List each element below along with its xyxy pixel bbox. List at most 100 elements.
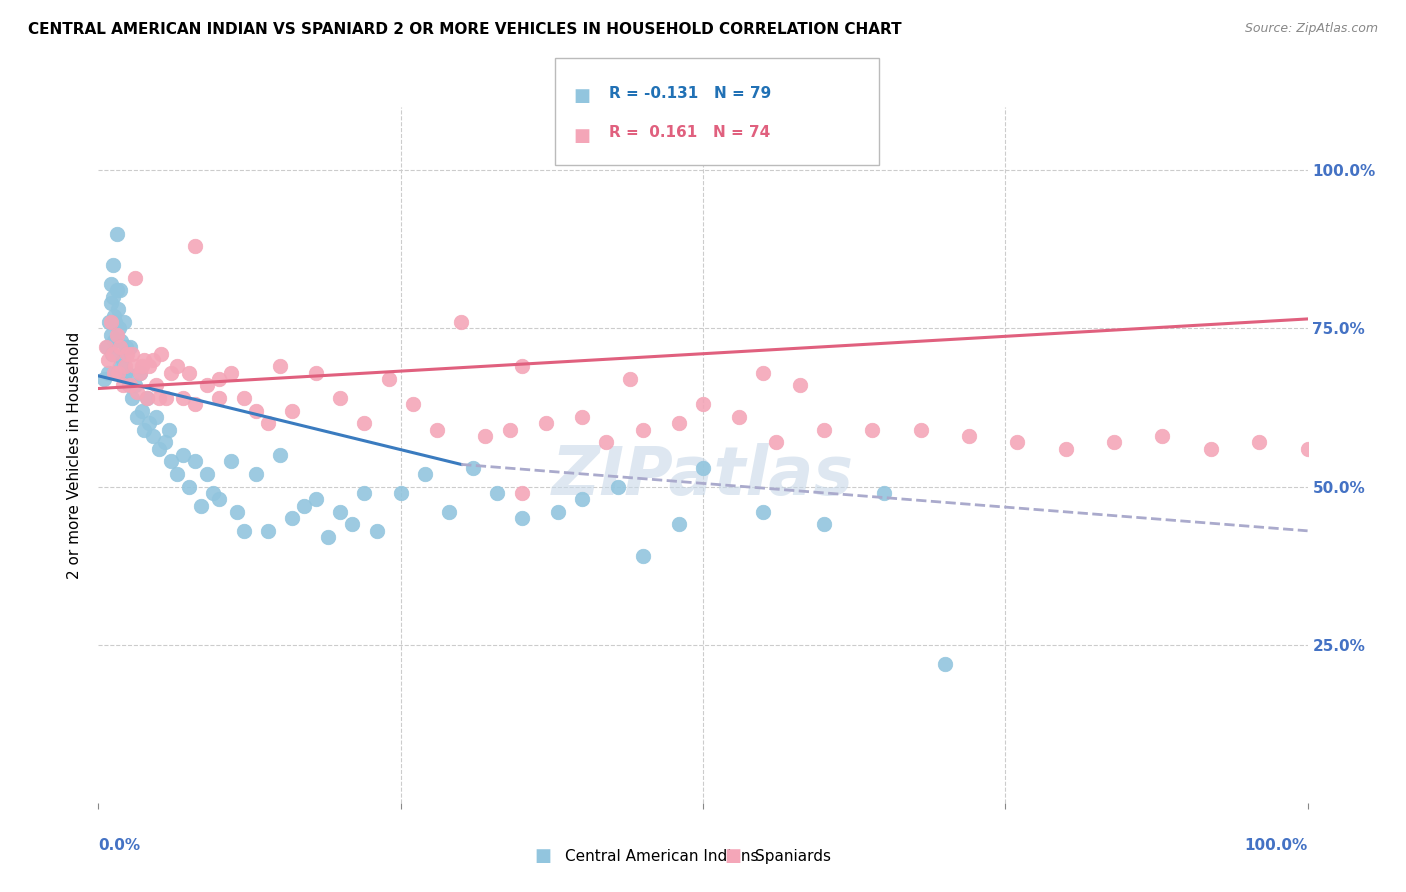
Point	[135, 391, 157, 405]
Point	[195, 378, 218, 392]
Point	[121, 347, 143, 361]
Text: Source: ZipAtlas.com: Source: ZipAtlas.com	[1244, 22, 1378, 36]
Point	[607, 479, 630, 493]
Point	[426, 423, 449, 437]
Point	[281, 511, 304, 525]
Point	[208, 372, 231, 386]
Point	[752, 366, 775, 380]
Point	[463, 460, 485, 475]
Point	[101, 258, 124, 272]
Point	[117, 366, 139, 380]
Point	[103, 309, 125, 323]
Point	[329, 505, 352, 519]
Point	[131, 359, 153, 374]
Point	[107, 366, 129, 380]
Point	[108, 321, 131, 335]
Point	[450, 315, 472, 329]
Point	[571, 492, 593, 507]
Point	[366, 524, 388, 538]
Point	[100, 347, 122, 361]
Point	[101, 290, 124, 304]
Point	[134, 353, 156, 368]
Point	[166, 467, 188, 481]
Point	[98, 315, 121, 329]
Point	[1296, 442, 1319, 456]
Point	[873, 486, 896, 500]
Point	[245, 467, 267, 481]
Point	[413, 467, 436, 481]
Point	[208, 492, 231, 507]
Point	[179, 479, 201, 493]
Text: R = -0.131   N = 79: R = -0.131 N = 79	[609, 86, 770, 101]
Point	[142, 353, 165, 368]
Point	[752, 505, 775, 519]
Point	[128, 366, 150, 380]
Point	[510, 511, 533, 525]
Point	[124, 378, 146, 392]
Text: ■: ■	[534, 847, 551, 865]
Point	[377, 372, 399, 386]
Point	[534, 417, 557, 431]
Point	[221, 454, 243, 468]
Point	[1249, 435, 1271, 450]
Point	[934, 657, 956, 671]
Point	[813, 423, 835, 437]
Point	[138, 417, 160, 431]
Point	[172, 448, 194, 462]
Point	[692, 397, 714, 411]
Point	[232, 391, 254, 405]
Point	[127, 384, 149, 399]
Point	[105, 227, 128, 241]
Point	[97, 366, 120, 380]
Point	[118, 378, 141, 392]
Point	[93, 372, 115, 386]
Point	[135, 391, 157, 405]
Point	[1102, 435, 1125, 450]
Point	[728, 409, 751, 424]
Point	[114, 366, 136, 380]
Point	[108, 340, 131, 354]
Point	[100, 327, 122, 342]
Point	[111, 378, 134, 392]
Point	[631, 549, 654, 563]
Point	[117, 347, 139, 361]
Text: Spaniards: Spaniards	[755, 849, 831, 863]
Point	[124, 359, 146, 374]
Point	[131, 403, 153, 417]
Point	[281, 403, 304, 417]
Point	[474, 429, 496, 443]
Point	[118, 340, 141, 354]
Point	[110, 334, 132, 348]
Point	[138, 359, 160, 374]
Point	[101, 347, 124, 361]
Point	[498, 423, 520, 437]
Point	[104, 315, 127, 329]
Point	[190, 499, 212, 513]
Point	[184, 239, 207, 253]
Point	[789, 378, 811, 392]
Point	[353, 417, 375, 431]
Point	[226, 505, 249, 519]
Point	[172, 391, 194, 405]
Point	[107, 302, 129, 317]
Point	[595, 435, 617, 450]
Point	[910, 423, 932, 437]
Point	[108, 359, 131, 374]
Point	[111, 353, 134, 368]
Point	[105, 284, 128, 298]
Point	[208, 391, 231, 405]
Point	[510, 486, 533, 500]
Point	[142, 429, 165, 443]
Point	[103, 366, 125, 380]
Point	[160, 454, 183, 468]
Point	[184, 397, 207, 411]
Point	[118, 378, 141, 392]
Point	[105, 327, 128, 342]
Point	[619, 372, 641, 386]
Point	[160, 366, 183, 380]
Point	[202, 486, 225, 500]
Point	[860, 423, 883, 437]
Point	[148, 442, 170, 456]
Point	[103, 334, 125, 348]
Text: CENTRAL AMERICAN INDIAN VS SPANIARD 2 OR MORE VEHICLES IN HOUSEHOLD CORRELATION : CENTRAL AMERICAN INDIAN VS SPANIARD 2 OR…	[28, 22, 901, 37]
